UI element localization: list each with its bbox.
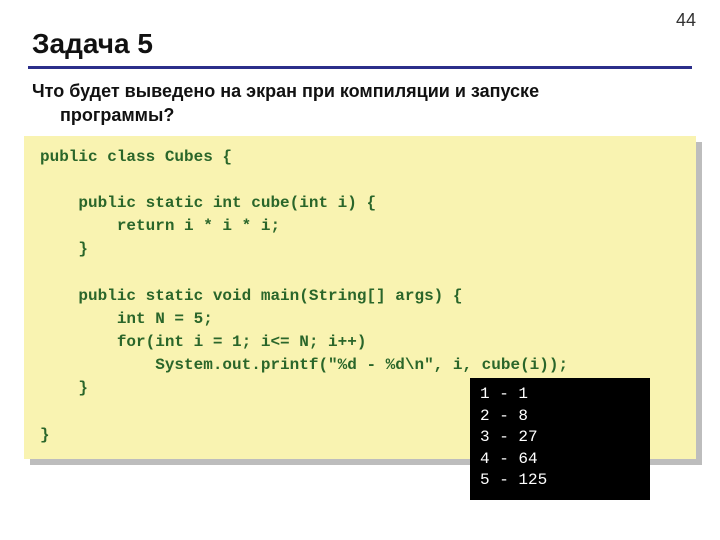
question-line-2: программы?: [32, 103, 688, 127]
page-title: Задача 5: [0, 0, 720, 66]
question-text: Что будет выведено на экран при компиляц…: [0, 79, 720, 136]
heading-rule: [28, 66, 692, 69]
output-box: 1 - 1 2 - 8 3 - 27 4 - 64 5 - 125: [470, 378, 650, 500]
page-number: 44: [676, 10, 696, 31]
question-line-1: Что будет выведено на экран при компиляц…: [32, 81, 539, 101]
